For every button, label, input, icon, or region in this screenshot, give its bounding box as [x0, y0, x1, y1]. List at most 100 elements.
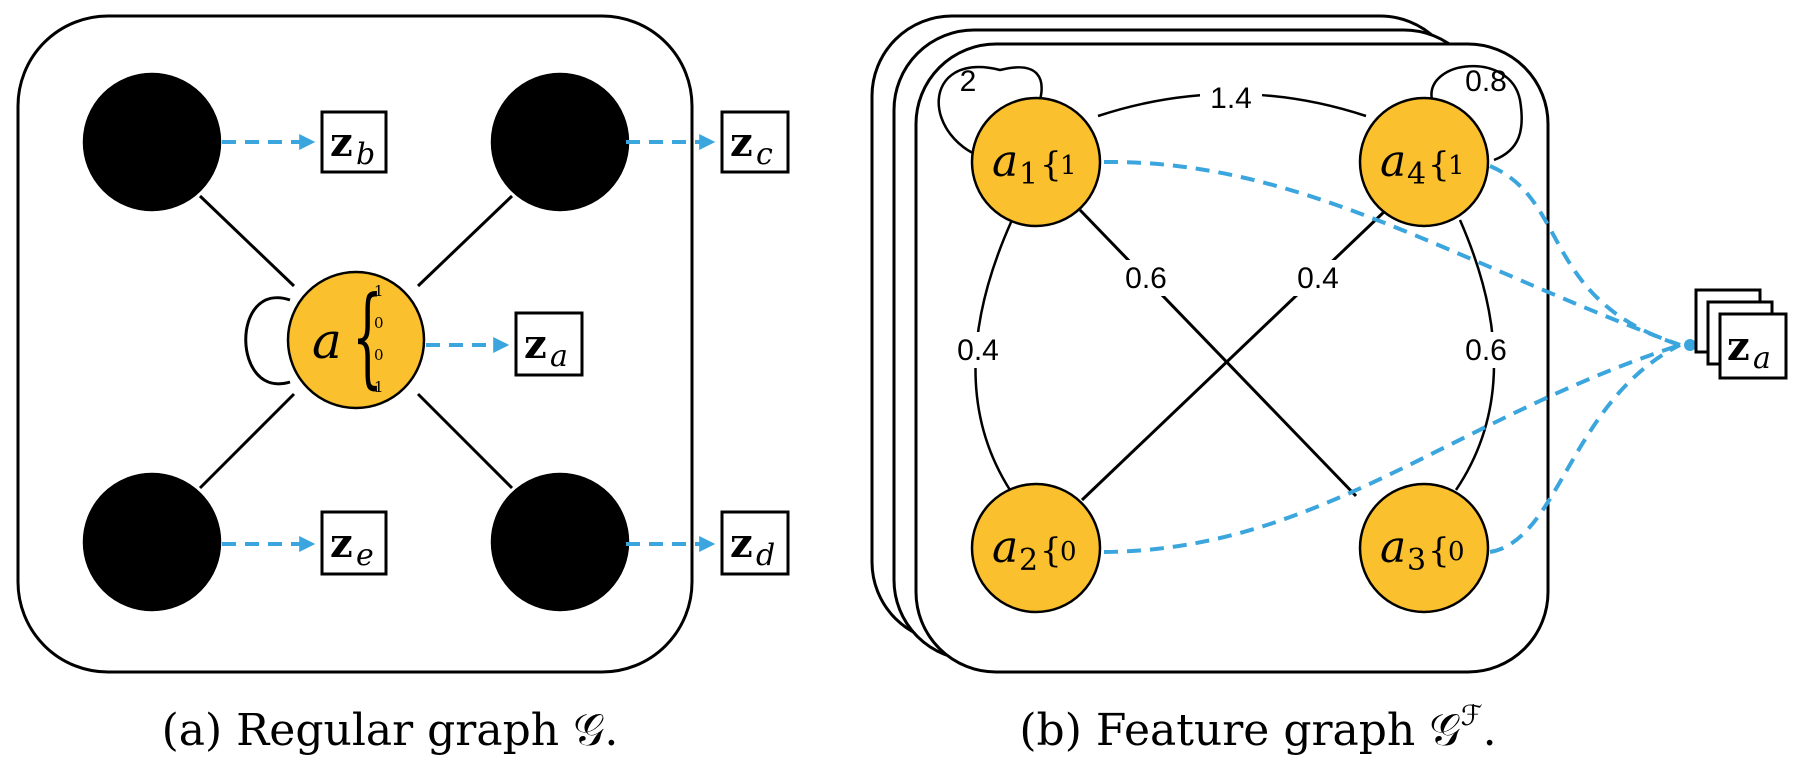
feature-node-a1-circle [970, 96, 1102, 228]
embedding-za-box [514, 311, 584, 377]
node-a-label: a [312, 312, 342, 370]
node-b-vec-1: 0 [170, 116, 180, 134]
node-c-vec-2: 1 [578, 148, 588, 166]
flow-a2-to-za [1103, 343, 1681, 554]
feature-node-a4-sub: 4 [1407, 157, 1426, 192]
embedding-zb: z b [320, 110, 388, 174]
node-b-brace: { [148, 76, 179, 202]
weight-bg-a4-a3 [1460, 332, 1512, 368]
weight-bg-a1-a2 [952, 332, 1004, 368]
output-embedding-base: z [1727, 323, 1750, 370]
panel-b: 1.4 2 0.8 0.4 0.6 0.6 0.4 a 1 { 1 a 4 { … [870, 14, 1788, 756]
node-d-label: d [516, 515, 545, 569]
node-b-circle [82, 72, 222, 212]
embedding-zd-base: z [730, 520, 753, 567]
embedding-za-sub: a [550, 339, 568, 374]
edge-a-e [198, 392, 296, 490]
node-d-vec-0: 1 [578, 484, 588, 502]
embedding-zb-base: z [330, 119, 353, 166]
node-c-brace: { [556, 76, 587, 202]
feature-node-a4-base: a [1380, 136, 1406, 187]
edge-a1-a3 [1078, 208, 1358, 498]
feature-node-a1: a 1 { 1 [970, 96, 1102, 228]
embedding-za-base: z [524, 321, 547, 368]
weight-a4-self: 0.8 [1465, 65, 1507, 98]
edge-a4-self-loop [1430, 65, 1523, 162]
edge-a-b [198, 194, 296, 288]
node-d-vec-3: 0 [578, 580, 588, 598]
node-c-vec-3: 0 [578, 180, 588, 198]
embedding-zb-box [320, 110, 388, 174]
edge-a-c [416, 194, 514, 288]
node-d-vec-1: 1 [578, 516, 588, 534]
output-embedding-stack: z a [1694, 288, 1788, 380]
weight-bg-a4-a2 [1292, 260, 1344, 296]
embedding-zd: z d [720, 510, 790, 576]
node-e-vec-1: 1 [170, 516, 180, 534]
node-b-label: b [106, 117, 135, 171]
feature-node-a1-sub: 1 [1019, 157, 1038, 192]
feature-node-a4-value: 1 [1448, 151, 1465, 181]
node-e: e { 1 1 1 0 [82, 472, 222, 612]
feature-node-a3-circle [1358, 482, 1490, 614]
node-c-label: c [518, 117, 544, 171]
node-a-vec-0: 1 [374, 282, 384, 300]
feature-node-a4-circle [1358, 96, 1490, 228]
feature-node-a3-value: 0 [1448, 537, 1465, 567]
weight-a1-a2: 0.4 [957, 334, 999, 367]
embedding-zd-box [720, 510, 790, 576]
weight-bg-a1-a4 [1200, 78, 1262, 112]
embedding-zc-box [720, 110, 790, 174]
node-a-vec-2: 0 [374, 346, 384, 364]
node-d: d { 1 1 0 0 [490, 472, 630, 612]
node-a-brace: { [352, 274, 383, 400]
node-e-circle [82, 472, 222, 612]
node-b-vec-0: 1 [170, 84, 180, 102]
weight-bg-a1-a3 [1120, 260, 1172, 296]
node-e-brace: { [148, 476, 179, 602]
feature-node-a2-sub: 2 [1019, 543, 1038, 578]
node-c: c { 1 0 1 0 [490, 72, 630, 212]
embedding-ze-sub: e [356, 538, 374, 573]
flow-a4-to-za [1489, 164, 1681, 347]
embedding-ze-box [320, 510, 388, 576]
node-e-vec-3: 0 [170, 580, 180, 598]
feature-node-a2-circle [970, 482, 1102, 614]
feature-node-a3: a 3 { 0 [1358, 482, 1490, 614]
output-box-front [1718, 312, 1788, 380]
node-e-vec-2: 1 [170, 548, 180, 566]
flow-merge-point [1684, 339, 1696, 351]
feature-node-a2-brace: { [1040, 531, 1062, 571]
feature-node-a4-brace: { [1428, 145, 1450, 185]
panel-b-caption-sup: ℱ [1461, 699, 1483, 732]
node-b-vec-2: 1 [170, 148, 180, 166]
node-d-vec-2: 0 [578, 548, 588, 566]
edge-a-self-loop [244, 296, 291, 386]
feature-node-a1-base: a [992, 136, 1018, 187]
weight-a4-a2: 0.4 [1297, 262, 1339, 295]
embedding-ze-base: z [330, 520, 353, 567]
feature-node-a3-base: a [1380, 522, 1406, 573]
weight-a1-a4: 1.4 [1210, 82, 1252, 115]
feature-node-a4: a 4 { 1 [1358, 96, 1490, 228]
node-c-vec-0: 1 [578, 84, 588, 102]
weight-a4-a3: 0.6 [1465, 334, 1507, 367]
node-a: a { 1 0 0 1 [286, 270, 426, 410]
node-b: b { 1 0 1 1 [82, 72, 222, 212]
feature-node-a3-sub: 3 [1407, 543, 1426, 578]
embedding-za: z a [514, 311, 584, 377]
node-e-label: e [108, 515, 135, 569]
feature-node-a3-brace: { [1428, 531, 1450, 571]
feature-node-a1-brace: { [1040, 145, 1062, 185]
feature-node-a2-value: 0 [1060, 537, 1077, 567]
flow-a1-to-za [1103, 159, 1681, 347]
node-d-brace: { [556, 476, 587, 602]
flow-a3-to-za [1489, 343, 1681, 554]
panel-b-caption: (b) Feature graph 𝒢ℱ. [1019, 699, 1496, 756]
edge-a1-self-loop [937, 66, 1043, 162]
feature-node-a2-base: a [992, 522, 1018, 573]
embedding-zc-base: z [730, 119, 753, 166]
weight-a1-a3: 0.6 [1125, 262, 1167, 295]
panel-a-caption: (a) Regular graph 𝒢. [162, 705, 619, 756]
